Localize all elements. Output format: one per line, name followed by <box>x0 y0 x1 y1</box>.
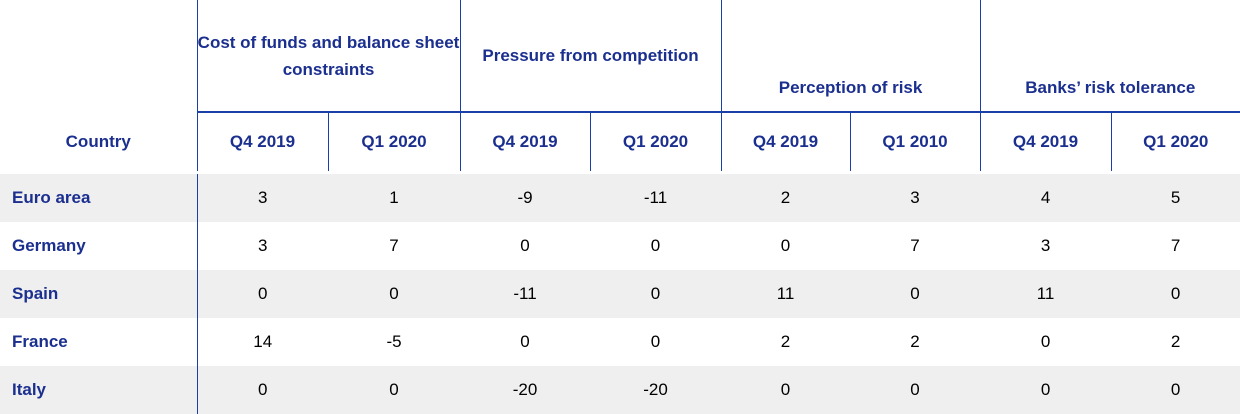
value-cell: -11 <box>590 171 722 222</box>
value-cell: 14 <box>253 332 273 351</box>
value-cell: 0 <box>328 270 461 318</box>
value-cell: 0 <box>590 270 722 318</box>
group-header: Pressure from competition <box>459 0 722 113</box>
value-cell: 0 <box>520 236 530 255</box>
value-cell: -20 <box>460 366 591 414</box>
period-header: Q4 2019 <box>979 112 1112 174</box>
period-header: Q4 2019 <box>720 112 851 174</box>
country-name: France <box>0 318 198 366</box>
value-cell: 0 <box>980 366 1112 414</box>
value-cell: 1 <box>328 171 461 222</box>
value-cell: 0 <box>1111 366 1240 414</box>
value-cell: 0 <box>197 270 328 318</box>
group-header: Perception of risk <box>720 0 981 113</box>
value-cell: 3 <box>850 171 981 222</box>
country-header: Country <box>0 112 198 174</box>
subheader-row: Country Q4 2019 Q1 2020 Q4 2019 Q1 2020 Q4 20… <box>0 112 1240 174</box>
header-row: Cost of funds and balance sheet constrai… <box>0 0 1240 113</box>
period-header: Q1 2020 <box>327 112 461 174</box>
value-cell: 0 <box>520 332 530 351</box>
country-name: Italy <box>0 366 198 414</box>
data-row: Euro area 3 1 -9 -11 2 3 4 5 <box>0 171 1240 222</box>
value-cell: -5 <box>386 332 402 351</box>
value-cell: 11 <box>980 270 1112 318</box>
value-cell: 0 <box>780 236 791 255</box>
value-cell: 0 <box>721 366 851 414</box>
value-cell: 0 <box>850 366 981 414</box>
data-row: France 14 -5 0 0 2 2 0 2 <box>0 318 1240 366</box>
value-cell: 4 <box>980 171 1112 222</box>
value-cell: 7 <box>910 236 920 255</box>
group-header: Cost of funds and balance sheet constrai… <box>196 0 461 113</box>
value-cell: 2 <box>780 332 791 351</box>
value-cell: 2 <box>1170 332 1181 351</box>
value-cell: -20 <box>590 366 722 414</box>
value-cell: 2 <box>721 171 851 222</box>
value-cell: 11 <box>721 270 851 318</box>
value-cell: 3 <box>1040 236 1051 255</box>
group-header: Banks’ risk tolerance <box>979 0 1240 113</box>
value-cell: 7 <box>1170 236 1181 255</box>
value-cell: -9 <box>460 171 591 222</box>
value-cell: 0 <box>197 366 328 414</box>
period-header: Q1 2020 <box>1110 112 1240 174</box>
value-cell: 0 <box>650 332 661 351</box>
value-cell: -11 <box>460 270 591 318</box>
value-cell: 0 <box>1111 270 1240 318</box>
period-header: Q1 2020 <box>589 112 722 174</box>
value-cell: 7 <box>389 236 399 255</box>
data-row: Italy 0 0 -20 -20 0 0 0 0 <box>0 366 1240 414</box>
country-name: Euro area <box>0 171 198 222</box>
value-cell: 0 <box>328 366 461 414</box>
data-row: Spain 0 0 -11 0 11 0 11 0 <box>0 270 1240 318</box>
value-cell: 0 <box>850 270 981 318</box>
corner-cell <box>0 0 197 112</box>
period-header: Q1 2010 <box>849 112 981 174</box>
country-name: Spain <box>0 270 198 318</box>
country-name: Germany <box>0 222 198 270</box>
value-cell: 5 <box>1111 171 1240 222</box>
value-cell: 2 <box>910 332 920 351</box>
value-cell: 0 <box>650 236 661 255</box>
period-header: Q4 2019 <box>459 112 591 174</box>
period-header: Q4 2019 <box>196 112 328 174</box>
value-cell: 3 <box>197 171 328 222</box>
value-cell: 0 <box>1040 332 1051 351</box>
data-row: Germany 3 7 0 0 0 7 3 7 <box>0 222 1240 270</box>
value-cell: 3 <box>258 236 268 255</box>
